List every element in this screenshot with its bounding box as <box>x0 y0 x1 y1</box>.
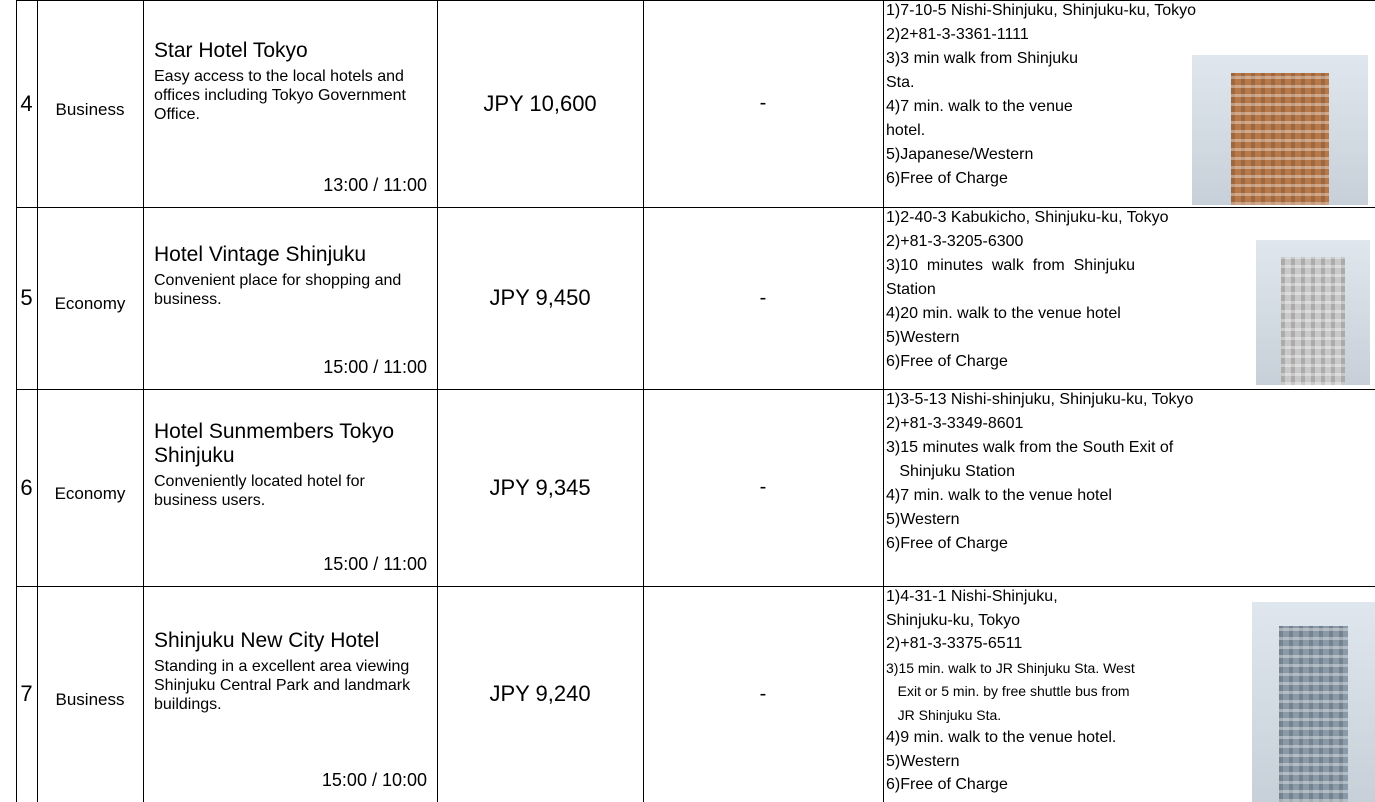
row-border <box>16 207 1375 208</box>
info-line: 5)Japanese/Western <box>886 146 1034 163</box>
info-line: 3)15 minutes walk from the South Exit of <box>886 439 1174 456</box>
check-times: 15:00 / 11:00 <box>323 554 427 574</box>
room-class: Business <box>55 99 125 119</box>
row-number: 6 <box>20 474 33 500</box>
info-line: Station <box>886 281 936 298</box>
hotel-photo <box>1252 602 1375 802</box>
building <box>1279 626 1348 802</box>
hotel-description: Easy access to the local hotels and offi… <box>154 67 406 123</box>
hotel-cell: Hotel Sunmembers Tokyo Shinjuku Convenien… <box>154 389 424 541</box>
info-line: 2)2+81-3-3361-1111 <box>886 26 1029 43</box>
price: JPY 9,345 <box>489 474 591 500</box>
info-line: Sta. <box>886 74 915 91</box>
extra: - <box>759 92 767 114</box>
info-line: 2)+81-3-3205-6300 <box>886 233 1024 250</box>
room-class: Economy <box>54 294 126 313</box>
hotel-name: Shinjuku New City Hotel <box>154 629 380 652</box>
hotel-description: Convenient place for shopping and busine… <box>154 271 402 308</box>
hotel-photo <box>1192 55 1368 205</box>
info-line: 5)Western <box>886 752 960 770</box>
info-line: 2)+81-3-3375-6511 <box>886 635 1023 653</box>
hotel-description: Conveniently located hotel for business … <box>154 473 365 509</box>
room-class: Economy <box>54 483 126 503</box>
building <box>1230 73 1330 205</box>
info-line: 6)Free of Charge <box>886 353 1008 370</box>
column-border <box>437 0 438 802</box>
hotel-photo <box>1256 240 1370 385</box>
info-line: 4)7 min. walk to the venue <box>886 98 1073 115</box>
info-line: Exit or 5 min. by free shuttle bus from <box>886 683 1130 700</box>
price: JPY 9,240 <box>489 681 591 706</box>
column-border <box>37 0 38 802</box>
column-border <box>16 0 17 802</box>
check-times: 15:00 / 10:00 <box>321 770 427 790</box>
row-number: 7 <box>20 681 33 706</box>
column-border <box>883 0 884 802</box>
info-line: 5)Western <box>886 511 960 528</box>
price: JPY 9,450 <box>489 285 591 310</box>
info-line: 1)4-31-1 Nishi-Shinjuku, <box>886 588 1058 605</box>
hotel-cell: Star Hotel Tokyo Easy access to the local… <box>154 0 424 162</box>
building <box>1281 257 1345 385</box>
row-border <box>16 586 1375 587</box>
info-line: 4)20 min. walk to the venue hotel <box>886 305 1121 322</box>
info-line: JR Shinjuku Sta. <box>886 706 1002 723</box>
row-border <box>16 389 1375 390</box>
extra: - <box>759 682 767 705</box>
price: JPY 10,600 <box>483 90 597 116</box>
hotel-cell: Shinjuku New City Hotel Standing in a exc… <box>154 586 424 757</box>
hotel-cell: Hotel Vintage Shinjuku Convenient place f… <box>154 207 424 344</box>
info-line: 3)10 minutes walk from Shinjuku <box>886 257 1135 274</box>
row-number: 4 <box>20 90 33 116</box>
column-border <box>643 0 644 802</box>
info-line: 6)Free of Charge <box>886 776 1008 794</box>
hotel-name: Star Hotel Tokyo <box>154 38 308 62</box>
room-class: Business <box>55 690 125 709</box>
hotel-name: Hotel Sunmembers Tokyo Shinjuku <box>154 420 395 467</box>
extra: - <box>759 476 767 498</box>
row-border <box>16 0 1375 1</box>
check-times: 13:00 / 11:00 <box>323 175 427 195</box>
info-line: 1)7-10-5 Nishi-Shinjuku, Shinjuku-ku, To… <box>886 2 1197 19</box>
extra: - <box>759 286 767 309</box>
column-border <box>143 0 144 802</box>
info-line: 6)Free of Charge <box>886 535 1008 552</box>
info-line: Shinjuku-ku, Tokyo <box>886 611 1020 629</box>
info-line: 4)7 min. walk to the venue hotel <box>886 487 1112 504</box>
info-line: 1)2-40-3 Kabukicho, Shinjuku-ku, Tokyo <box>886 209 1169 226</box>
info-line: Shinjuku Station <box>886 463 1015 480</box>
info-line: 5)Western <box>886 329 960 346</box>
info-line: hotel. <box>886 122 926 139</box>
info-line: 6)Free of Charge <box>886 170 1008 187</box>
check-times: 15:00 / 11:00 <box>323 357 427 377</box>
info-line: 4)9 min. walk to the venue hotel. <box>886 729 1117 747</box>
info-line: 2)+81-3-3349-8601 <box>886 415 1024 432</box>
hotel-description: Standing in a excellent area viewing Shi… <box>154 658 411 713</box>
info-line: 1)3-5-13 Nishi-shinjuku, Shinjuku-ku, To… <box>886 391 1194 408</box>
info-line: 3)3 min walk from Shinjuku <box>886 50 1079 67</box>
info-line: 3)15 min. walk to JR Shinjuku Sta. West <box>886 659 1135 676</box>
hotel-name: Hotel Vintage Shinjuku <box>154 242 367 266</box>
row-number: 5 <box>20 285 33 310</box>
